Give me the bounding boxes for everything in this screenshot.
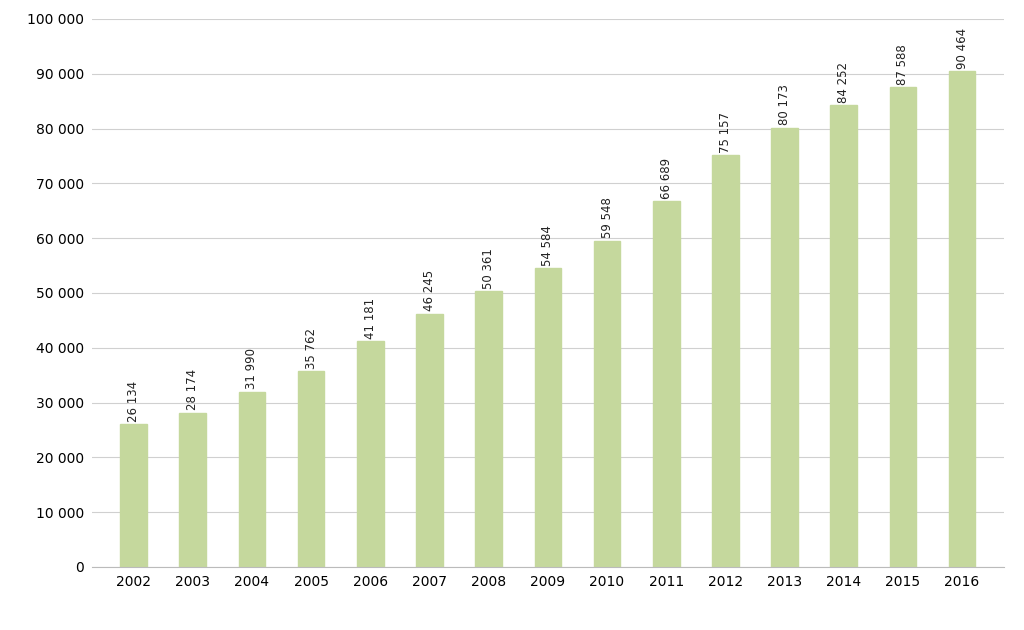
Bar — [949, 71, 976, 567]
Text: 87 588: 87 588 — [896, 44, 909, 85]
Bar — [357, 341, 384, 567]
Bar — [179, 413, 206, 567]
Text: 75 157: 75 157 — [719, 112, 732, 153]
Text: 90 464: 90 464 — [955, 28, 969, 69]
Text: 50 361: 50 361 — [482, 248, 496, 289]
Text: 35 762: 35 762 — [304, 328, 317, 369]
Text: 84 252: 84 252 — [838, 62, 850, 103]
Bar — [594, 241, 621, 567]
Text: 59 548: 59 548 — [600, 198, 613, 238]
Bar — [416, 314, 442, 567]
Text: 41 181: 41 181 — [364, 298, 377, 339]
Text: 80 173: 80 173 — [778, 84, 792, 125]
Bar — [120, 424, 146, 567]
Text: 54 584: 54 584 — [542, 225, 554, 266]
Text: 66 689: 66 689 — [659, 158, 673, 199]
Text: 31 990: 31 990 — [246, 348, 258, 389]
Bar — [712, 155, 738, 567]
Bar — [475, 291, 502, 567]
Bar — [890, 87, 916, 567]
Bar — [298, 371, 325, 567]
Bar — [830, 105, 857, 567]
Bar — [771, 127, 798, 567]
Text: 28 174: 28 174 — [186, 369, 200, 410]
Bar — [535, 268, 561, 567]
Bar — [239, 392, 265, 567]
Text: 26 134: 26 134 — [127, 381, 140, 421]
Bar — [653, 202, 680, 567]
Text: 46 245: 46 245 — [423, 270, 436, 311]
